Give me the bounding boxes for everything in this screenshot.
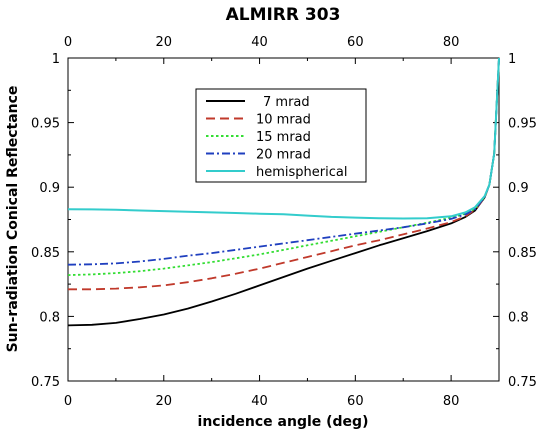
x-tick-label-bottom: 40 bbox=[251, 394, 268, 409]
x-tick-label-top: 80 bbox=[443, 35, 460, 50]
y-axis-label: Sun-radiation Conical Reflectance bbox=[5, 86, 21, 353]
y-tick-label-right: 0.9 bbox=[508, 181, 529, 196]
x-tick-label-bottom: 80 bbox=[443, 394, 460, 409]
x-tick-label-top: 60 bbox=[347, 35, 364, 50]
x-tick-label-top: 20 bbox=[156, 35, 173, 50]
y-tick-label-right: 0.85 bbox=[508, 246, 537, 261]
x-tick-label-bottom: 0 bbox=[64, 394, 72, 409]
axis-ticks: 0 0 20 20 40 40 60 60 80 80 0.75 0.75 0.8 0.8 0.85 0.85… bbox=[31, 35, 537, 409]
legend-label: 7 mrad bbox=[263, 95, 310, 110]
legend-label: 20 mrad bbox=[256, 148, 311, 163]
legend-label: hemispherical bbox=[256, 165, 347, 180]
y-tick-label-right: 0.75 bbox=[508, 375, 537, 390]
x-tick-label-bottom: 20 bbox=[156, 394, 173, 409]
y-tick-label-right: 0.95 bbox=[508, 117, 537, 132]
y-tick-label-left: 0.75 bbox=[31, 375, 60, 390]
legend: 7 mrad 10 mrad 15 mrad 20 mrad hemispherical bbox=[195, 88, 367, 183]
series-line-20-mrad bbox=[67, 57, 500, 266]
x-tick-label-top: 0 bbox=[64, 35, 72, 50]
x-axis-label: incidence angle (deg) bbox=[198, 414, 369, 430]
x-tick-label-top: 40 bbox=[251, 35, 268, 50]
y-tick-label-left: 0.8 bbox=[39, 310, 60, 325]
y-tick-label-left: 0.95 bbox=[31, 117, 60, 132]
y-tick-label-left: 0.9 bbox=[39, 181, 60, 196]
y-tick-label-left: 1 bbox=[52, 52, 60, 67]
y-tick-label-right: 0.8 bbox=[508, 310, 529, 325]
series-line-15-mrad bbox=[67, 57, 500, 276]
x-tick-label-bottom: 60 bbox=[347, 394, 364, 409]
legend-box bbox=[195, 88, 367, 183]
legend-label: 15 mrad bbox=[256, 130, 311, 145]
chart-title: ALMIRR 303 bbox=[226, 5, 341, 25]
y-tick-label-right: 1 bbox=[508, 52, 516, 67]
y-tick-label-left: 0.85 bbox=[31, 246, 60, 261]
series-line-hemispherical bbox=[67, 57, 500, 220]
legend-label: 10 mrad bbox=[256, 113, 311, 128]
series-group bbox=[67, 57, 500, 327]
